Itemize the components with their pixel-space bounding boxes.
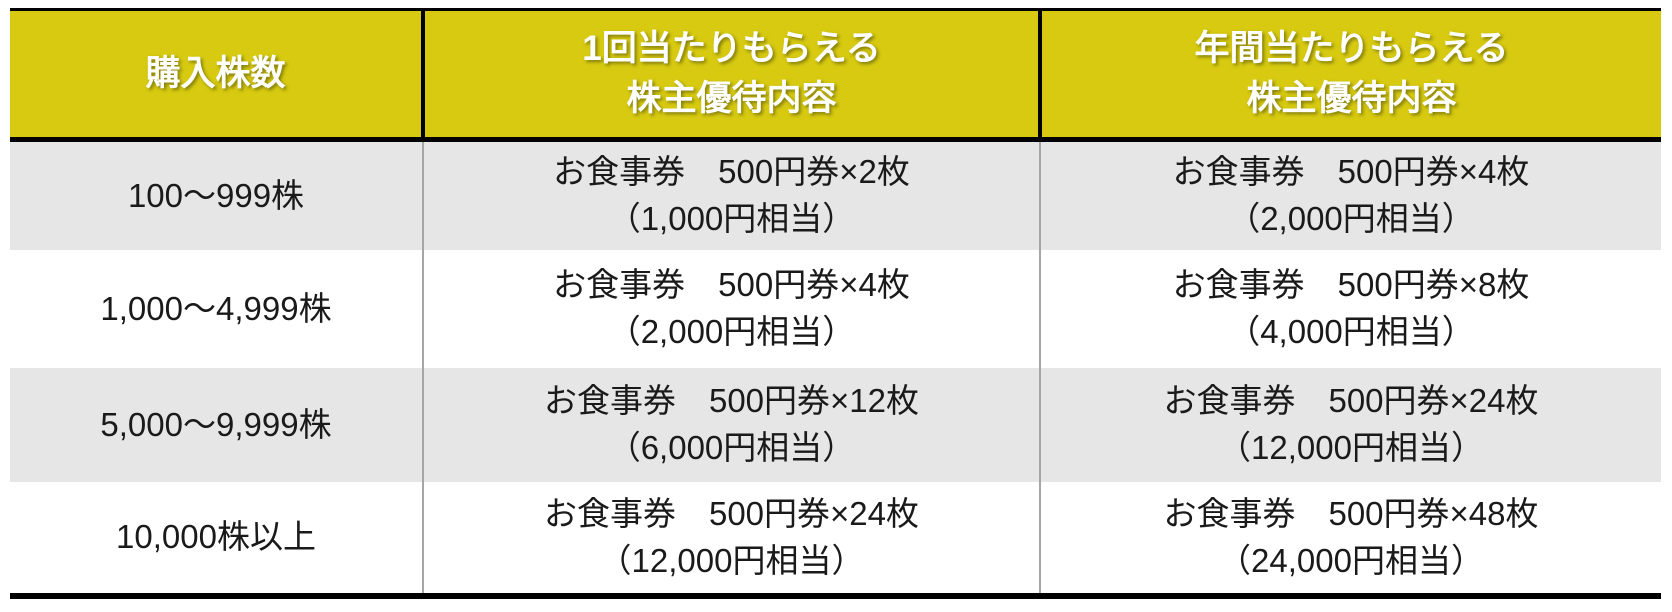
cell-per-year: お食事券 500円券×24枚 （12,000円相当） bbox=[1039, 368, 1661, 482]
per-time-value: （2,000円相当） bbox=[607, 313, 856, 350]
per-year-value: （4,000円相当） bbox=[1227, 313, 1475, 350]
per-time-benefit: お食事券 500円券×4枚 bbox=[553, 266, 910, 304]
table-row: 100〜999株 お食事券 500円券×2枚 （1,000円相当） お食事券 5… bbox=[10, 139, 1661, 250]
per-year-benefit: お食事券 500円券×4枚 bbox=[1172, 153, 1530, 191]
shares-value: 1,000〜4,999株 bbox=[100, 289, 332, 327]
per-time-benefit: お食事券 500円券×12枚 bbox=[543, 382, 920, 420]
header-per-year-line2: 株主優待内容 bbox=[1246, 79, 1457, 118]
header-per-time-line2: 株主優待内容 bbox=[626, 79, 837, 118]
shares-value: 5,000〜9,999株 bbox=[100, 405, 332, 443]
header-cell-shares: 購入株数 bbox=[10, 9, 423, 142]
cell-per-time: お食事券 500円券×2枚 （1,000円相当） bbox=[422, 139, 1040, 250]
header-per-year-line1: 年間当たりもらえる bbox=[1194, 29, 1509, 69]
per-year-value: （24,000円相当） bbox=[1218, 541, 1484, 579]
per-time-value: （6,000円相当） bbox=[607, 429, 856, 466]
shares-value: 10,000株以上 bbox=[116, 518, 316, 556]
cell-per-time: お食事券 500円券×12枚 （6,000円相当） bbox=[422, 368, 1040, 482]
table-header-row: 購入株数 1回当たりもらえる 株主優待内容 年間当たりもらえる 株主優待内容 bbox=[10, 9, 1661, 142]
cell-per-year: お食事券 500円券×4枚 （2,000円相当） bbox=[1039, 139, 1661, 250]
cell-shares: 1,000〜4,999株 bbox=[10, 250, 423, 368]
cell-shares: 100〜999株 bbox=[10, 139, 423, 250]
table-row: 1,000〜4,999株 お食事券 500円券×4枚 （2,000円相当） お食… bbox=[10, 250, 1661, 368]
per-year-benefit: お食事券 500円券×48枚 bbox=[1163, 494, 1539, 532]
shareholder-benefit-table: 購入株数 1回当たりもらえる 株主優待内容 年間当たりもらえる 株主優待内容 1… bbox=[10, 8, 1661, 599]
header-cell-per-year: 年間当たりもらえる 株主優待内容 bbox=[1038, 9, 1661, 142]
per-time-benefit: お食事券 500円券×24枚 bbox=[543, 494, 920, 532]
cell-shares: 10,000株以上 bbox=[10, 482, 423, 596]
per-year-value: （2,000円相当） bbox=[1227, 200, 1475, 237]
cell-per-time: お食事券 500円券×4枚 （2,000円相当） bbox=[422, 250, 1040, 368]
per-time-value: （1,000円相当） bbox=[607, 200, 856, 237]
cell-per-time: お食事券 500円券×24枚 （12,000円相当） bbox=[422, 482, 1040, 596]
header-per-time-line1: 1回当たりもらえる bbox=[582, 29, 881, 69]
table-row: 5,000〜9,999株 お食事券 500円券×12枚 （6,000円相当） お… bbox=[10, 368, 1661, 482]
table-row: 10,000株以上 お食事券 500円券×24枚 （12,000円相当） お食事… bbox=[10, 482, 1661, 596]
cell-per-year: お食事券 500円券×8枚 （4,000円相当） bbox=[1039, 250, 1661, 368]
per-year-benefit: お食事券 500円券×8枚 bbox=[1172, 266, 1530, 304]
shares-value: 100〜999株 bbox=[127, 176, 305, 214]
cell-per-year: お食事券 500円券×48枚 （24,000円相当） bbox=[1039, 482, 1661, 596]
per-time-benefit: お食事券 500円券×2枚 bbox=[553, 153, 910, 191]
per-year-benefit: お食事券 500円券×24枚 bbox=[1163, 382, 1539, 420]
header-cell-per-time: 1回当たりもらえる 株主優待内容 bbox=[421, 9, 1040, 142]
per-time-value: （12,000円相当） bbox=[598, 541, 865, 579]
cell-shares: 5,000〜9,999株 bbox=[10, 368, 423, 482]
header-shares-label: 購入株数 bbox=[145, 54, 286, 94]
per-year-value: （12,000円相当） bbox=[1218, 429, 1484, 466]
